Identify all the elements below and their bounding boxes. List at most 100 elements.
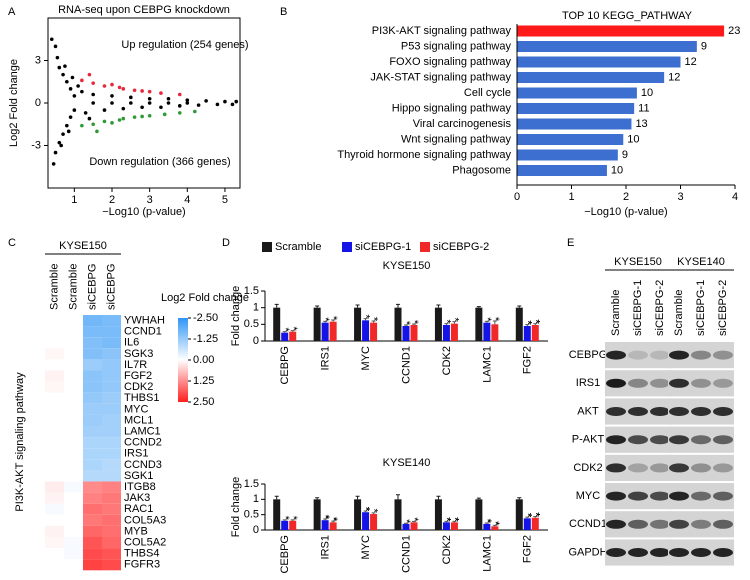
panel-label: C: [8, 237, 16, 249]
y-tick-label: -3: [31, 139, 41, 151]
heatmap-cell: [45, 359, 64, 371]
category-label: P53 signaling pathway: [401, 40, 512, 52]
bar: [434, 499, 442, 530]
legend-swatch: [342, 242, 352, 252]
heatmap-cell: [64, 481, 83, 493]
band: [669, 519, 689, 529]
heatmap-cell: [83, 348, 102, 360]
point: [185, 98, 190, 102]
heatmap-cell: [83, 503, 102, 515]
bar: [394, 499, 402, 530]
count-label: 12: [685, 56, 697, 68]
band: [691, 435, 711, 445]
heatmap-cell: [45, 503, 64, 515]
heatmap-cell: [102, 559, 121, 571]
heatmap-cell: [102, 459, 121, 471]
colorbar: [178, 318, 188, 402]
point: [177, 104, 182, 108]
x-tick-label: MYC: [360, 346, 372, 371]
row-label: ITGB8: [124, 481, 156, 493]
band: [650, 519, 670, 529]
heatmap-cell: [64, 381, 83, 393]
point: [185, 101, 190, 105]
heatmap-cell: [45, 514, 64, 526]
panel-label: A: [8, 6, 16, 18]
heatmap-cell: [64, 537, 83, 549]
point: [91, 81, 95, 85]
group-label: KYSE140: [677, 256, 725, 268]
error-bar: [290, 330, 295, 332]
heatmap-cell: [45, 525, 64, 537]
band: [628, 407, 648, 416]
x-tick-label: FGF2: [522, 346, 534, 374]
colorbar-title: Log2 Fold change: [161, 292, 249, 304]
panel-label: D: [222, 237, 230, 249]
bar: [475, 307, 483, 341]
band: [669, 491, 689, 501]
heatmap-cell: [102, 392, 121, 404]
band: [606, 350, 626, 360]
x-tick-label: FGF2: [522, 535, 534, 563]
heatmap-cell: [83, 359, 102, 371]
row-label: MYC: [124, 403, 149, 415]
heatmap-cell: [45, 459, 64, 471]
point: [91, 122, 95, 127]
y-axis-label: Fold change: [230, 286, 242, 347]
row-label: COL5A3: [124, 514, 166, 526]
error-bar: [274, 495, 279, 500]
error-bar: [492, 320, 497, 325]
band: [650, 350, 670, 360]
count-label: 10: [611, 164, 623, 176]
heatmap-cell: [102, 348, 121, 360]
lane-label: siCEBPG-2: [717, 280, 729, 336]
point: [57, 140, 62, 145]
band: [713, 548, 733, 557]
column-label: siCEBPG: [86, 264, 98, 310]
lane-label: Scramble: [610, 290, 622, 336]
bar: [362, 320, 370, 341]
bar: [450, 522, 458, 530]
error-bar: [517, 305, 522, 308]
category-label: Cell cycle: [464, 87, 511, 99]
error-bar: [404, 522, 408, 524]
heatmap-cell: [45, 403, 64, 415]
category-label: Thyroid hormone signaling pathway: [337, 149, 511, 161]
error-bar: [363, 510, 368, 513]
point: [102, 84, 107, 88]
heatmap-cell: [83, 437, 102, 449]
point: [83, 111, 88, 115]
point: [51, 162, 56, 166]
row-label: FGFR3: [124, 559, 160, 571]
x-tick-label: CDK2: [441, 535, 453, 564]
x-axis-label: −Log10 (p-value): [102, 206, 185, 218]
point: [129, 95, 133, 100]
bar: [321, 520, 329, 530]
heatmap-cell: [45, 437, 64, 449]
point: [132, 88, 137, 93]
y-axis-label: PI3K-AKT signaling pathway: [14, 372, 26, 512]
x-tick-label: 3: [677, 191, 683, 203]
point: [68, 115, 73, 119]
error-bar: [404, 324, 408, 326]
bar: [370, 514, 378, 530]
bar: [517, 72, 665, 83]
point: [110, 94, 114, 98]
bar: [313, 307, 321, 341]
heatmap-cell: [102, 326, 121, 338]
heatmap-cell: [83, 315, 102, 327]
bar: [434, 307, 442, 341]
point: [102, 108, 107, 112]
heatmap-cell: [45, 548, 64, 560]
x-tick-label: 0: [514, 191, 520, 203]
error-bar: [412, 323, 416, 325]
colorbar-tick-label: 2.50: [193, 396, 214, 408]
point: [177, 111, 182, 115]
bar: [442, 325, 450, 341]
error-bar: [533, 323, 538, 325]
bar: [370, 322, 378, 341]
heatmap-cell: [83, 448, 102, 460]
column-label: Scramble: [67, 264, 79, 310]
bar: [321, 322, 329, 341]
band: [669, 350, 689, 360]
error-bar: [525, 516, 530, 519]
